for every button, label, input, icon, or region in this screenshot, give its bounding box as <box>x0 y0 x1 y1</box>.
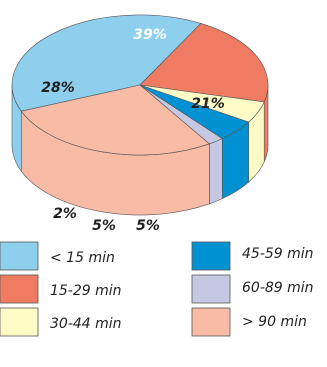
pie-sides <box>11 84 269 216</box>
pie-tops <box>11 14 269 156</box>
legend-label-5: > 90 min <box>242 314 307 330</box>
legend-swatch-0 <box>0 241 39 271</box>
slice-label-3: 5% <box>92 218 116 234</box>
legend-swatch-1 <box>0 274 39 304</box>
legend: < 15 min 15-29 min 30-44 min 45-59 min 60-89… <box>0 241 314 337</box>
legend-label-4: 60-89 min <box>242 280 314 296</box>
pie-slice-0 <box>11 14 202 112</box>
slice-label-0: 39% <box>133 27 167 43</box>
slice-label-2: 5% <box>136 218 160 234</box>
legend-label-1: 15-29 min <box>50 283 122 299</box>
legend-label-2: 30-44 min <box>50 316 122 332</box>
legend-swatch-2 <box>0 307 39 337</box>
pie-slice-5 <box>20 84 210 156</box>
slice-label-5: 28% <box>41 80 75 96</box>
legend-swatch-4 <box>191 274 231 304</box>
pie-side-4 <box>209 138 223 205</box>
slice-label-4: 2% <box>53 206 77 222</box>
legend-swatch-3 <box>191 241 231 271</box>
legend-label-3: 45-59 min <box>242 246 314 262</box>
slice-label-1: 21% <box>191 96 225 112</box>
pie-labels: 39% 21% 5% 5% 2% 28% <box>41 27 225 234</box>
pie-slice-1 <box>139 23 269 103</box>
legend-label-0: < 15 min <box>50 250 115 266</box>
legend-swatch-5 <box>191 307 231 337</box>
